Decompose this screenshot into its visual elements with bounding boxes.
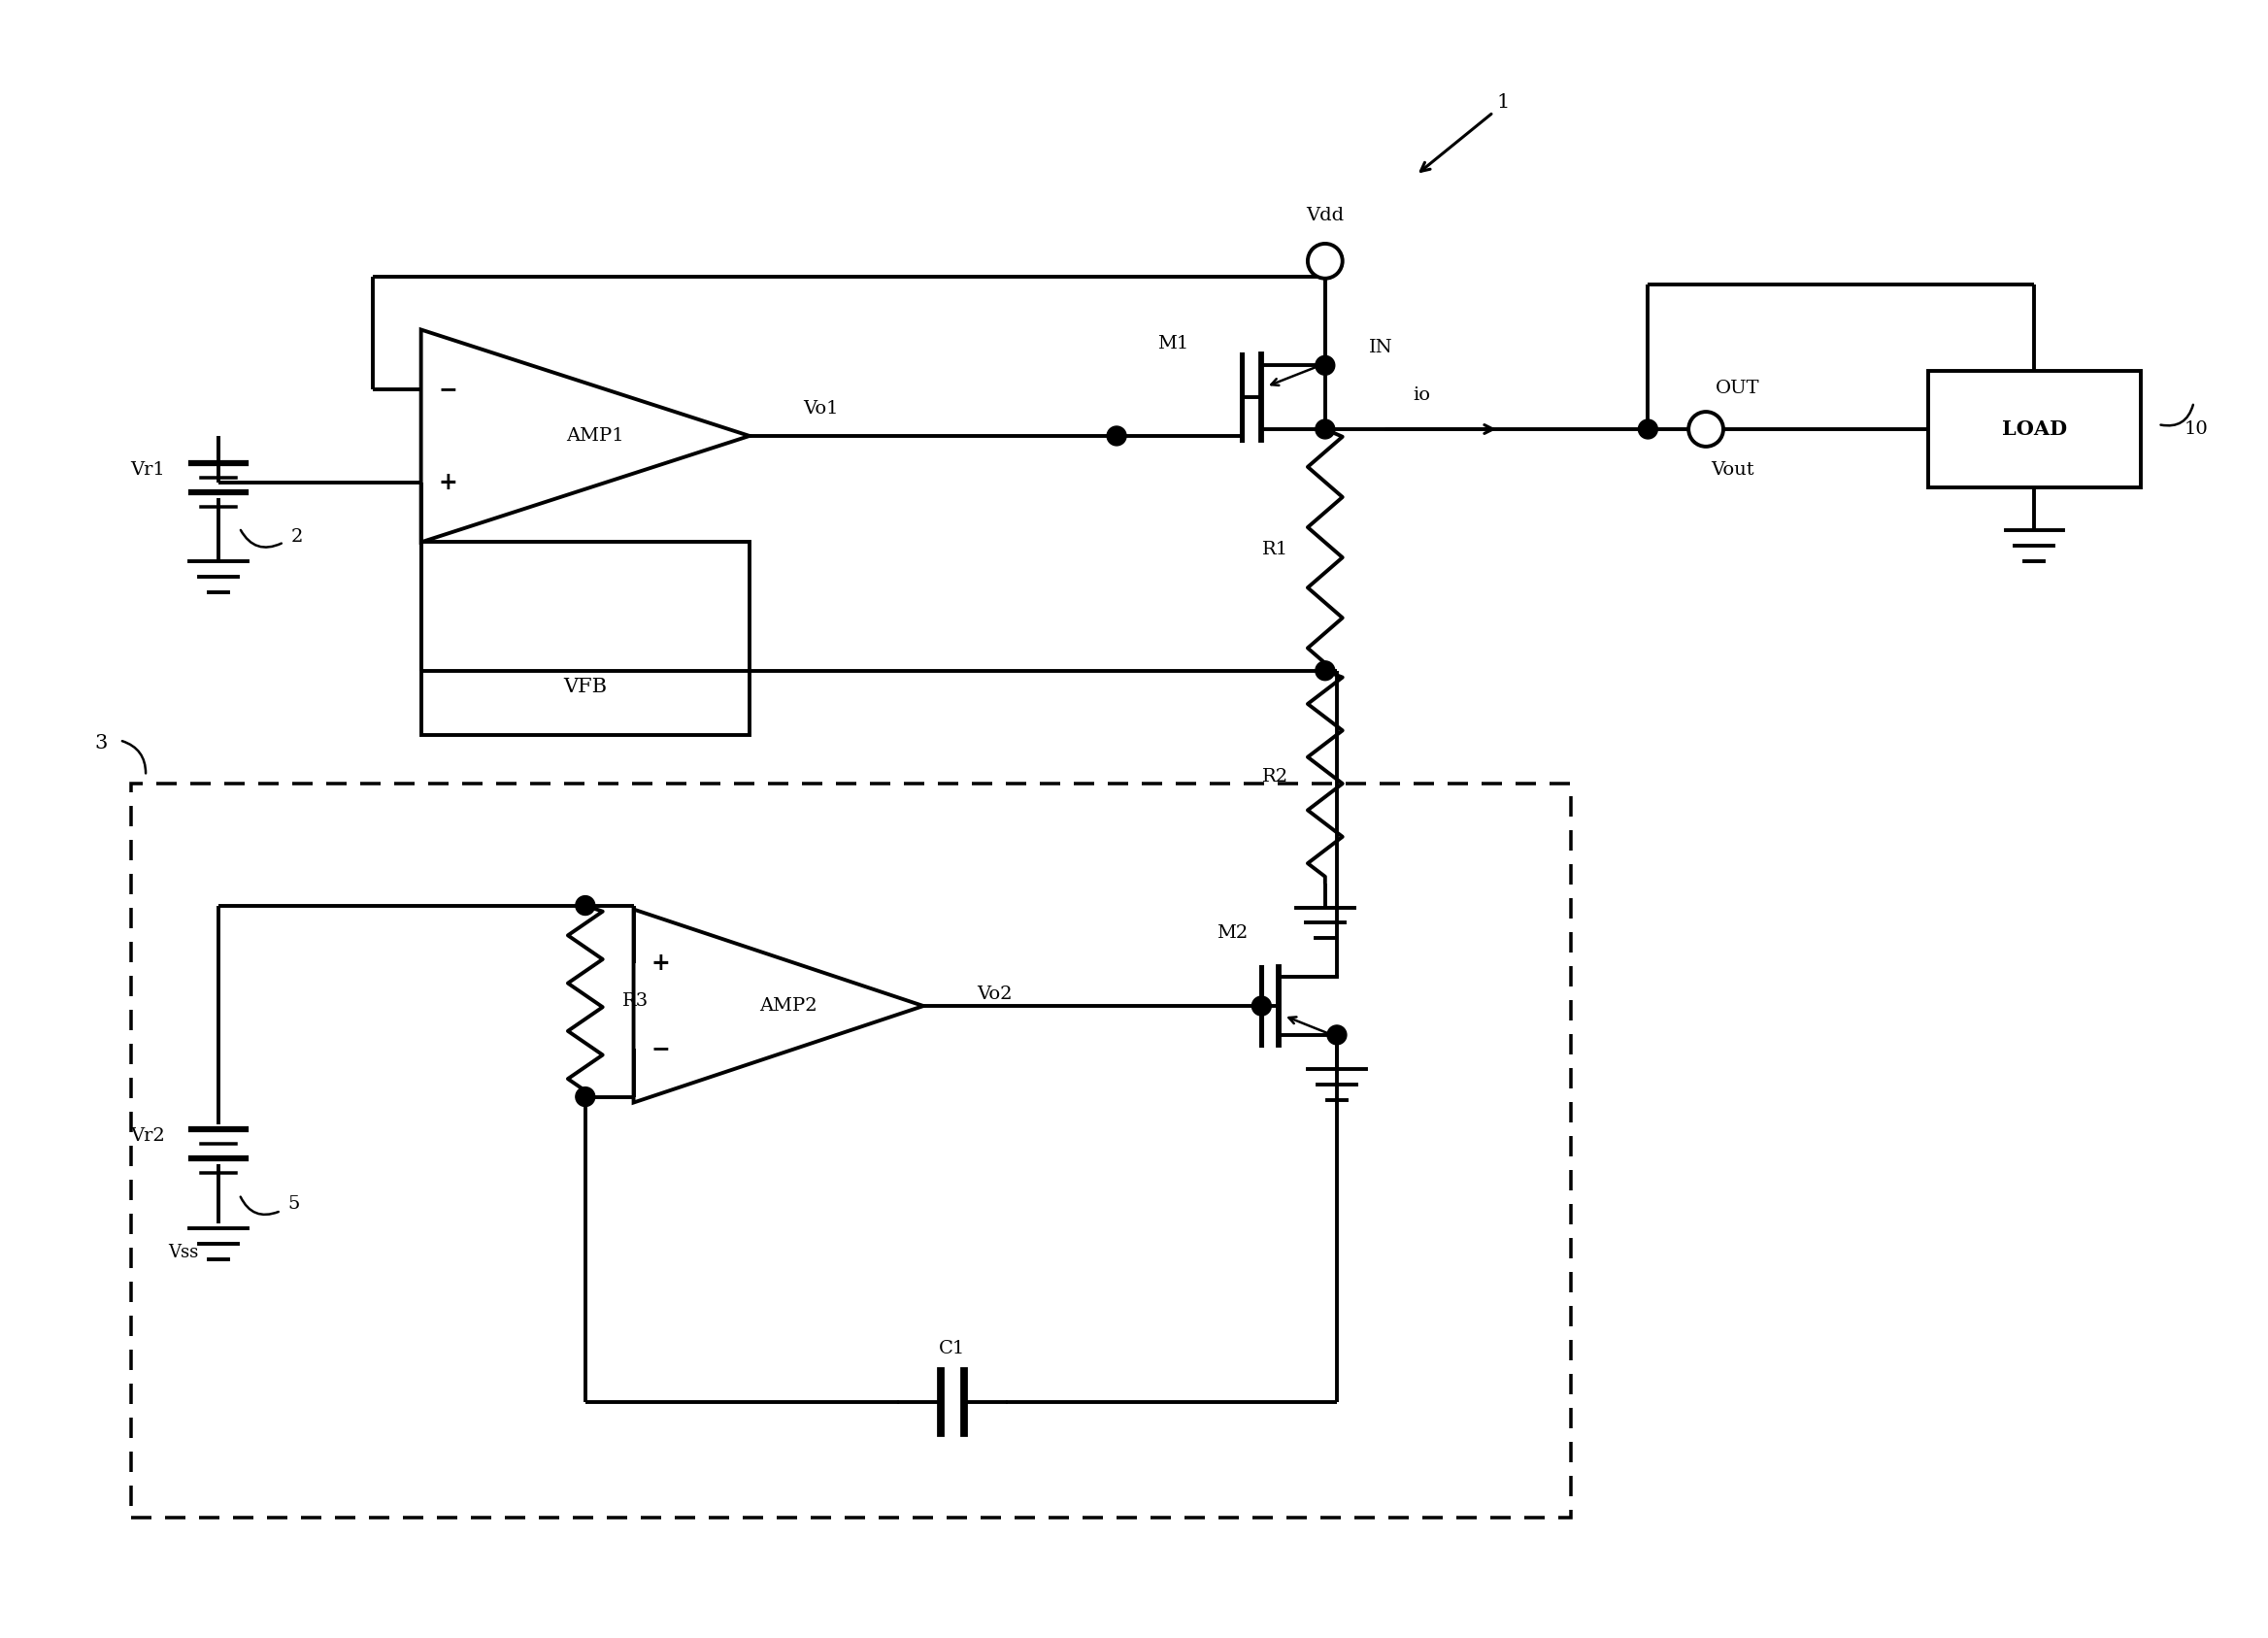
Circle shape [1315, 662, 1336, 680]
Circle shape [1315, 419, 1336, 439]
Text: R1: R1 [1261, 541, 1288, 559]
Text: +: + [651, 952, 671, 975]
Text: Vr2: Vr2 [129, 1127, 166, 1145]
Text: io: io [1413, 387, 1431, 405]
Text: 1: 1 [1497, 93, 1510, 111]
Text: 2: 2 [290, 529, 302, 545]
Bar [1928, 372, 2141, 486]
Bar [132, 783, 1572, 1518]
Circle shape [576, 896, 594, 916]
Circle shape [576, 1088, 594, 1106]
Bar [422, 542, 748, 735]
Text: Vss: Vss [168, 1243, 200, 1261]
Text: 3: 3 [93, 734, 107, 752]
Circle shape [1107, 426, 1127, 446]
Text: AMP2: AMP2 [760, 998, 816, 1014]
Text: Vout: Vout [1710, 460, 1753, 478]
Text: −: − [651, 1037, 671, 1060]
Text: M2: M2 [1218, 925, 1247, 942]
Circle shape [1690, 411, 1724, 447]
Circle shape [1327, 1025, 1347, 1045]
Text: Vr1: Vr1 [129, 460, 166, 478]
Text: AMP1: AMP1 [567, 428, 624, 444]
Text: C1: C1 [939, 1340, 966, 1358]
Text: M1: M1 [1157, 336, 1188, 352]
Text: OUT: OUT [1715, 380, 1760, 398]
Text: −: − [438, 377, 458, 401]
Text: Vdd: Vdd [1306, 206, 1345, 224]
Text: +: + [438, 472, 458, 495]
Text: 10: 10 [2184, 421, 2209, 437]
Text: LOAD: LOAD [2003, 419, 2066, 439]
Text: Vo1: Vo1 [803, 400, 839, 418]
Text: Vo2: Vo2 [978, 986, 1012, 1002]
Text: IN: IN [1368, 339, 1393, 357]
Circle shape [1637, 419, 1658, 439]
Circle shape [1315, 355, 1336, 375]
Text: R2: R2 [1261, 768, 1288, 786]
Circle shape [1309, 244, 1343, 278]
Text: VFB: VFB [562, 678, 608, 696]
Text: 5: 5 [288, 1196, 299, 1212]
Text: R3: R3 [621, 993, 649, 1011]
Circle shape [1252, 996, 1270, 1016]
